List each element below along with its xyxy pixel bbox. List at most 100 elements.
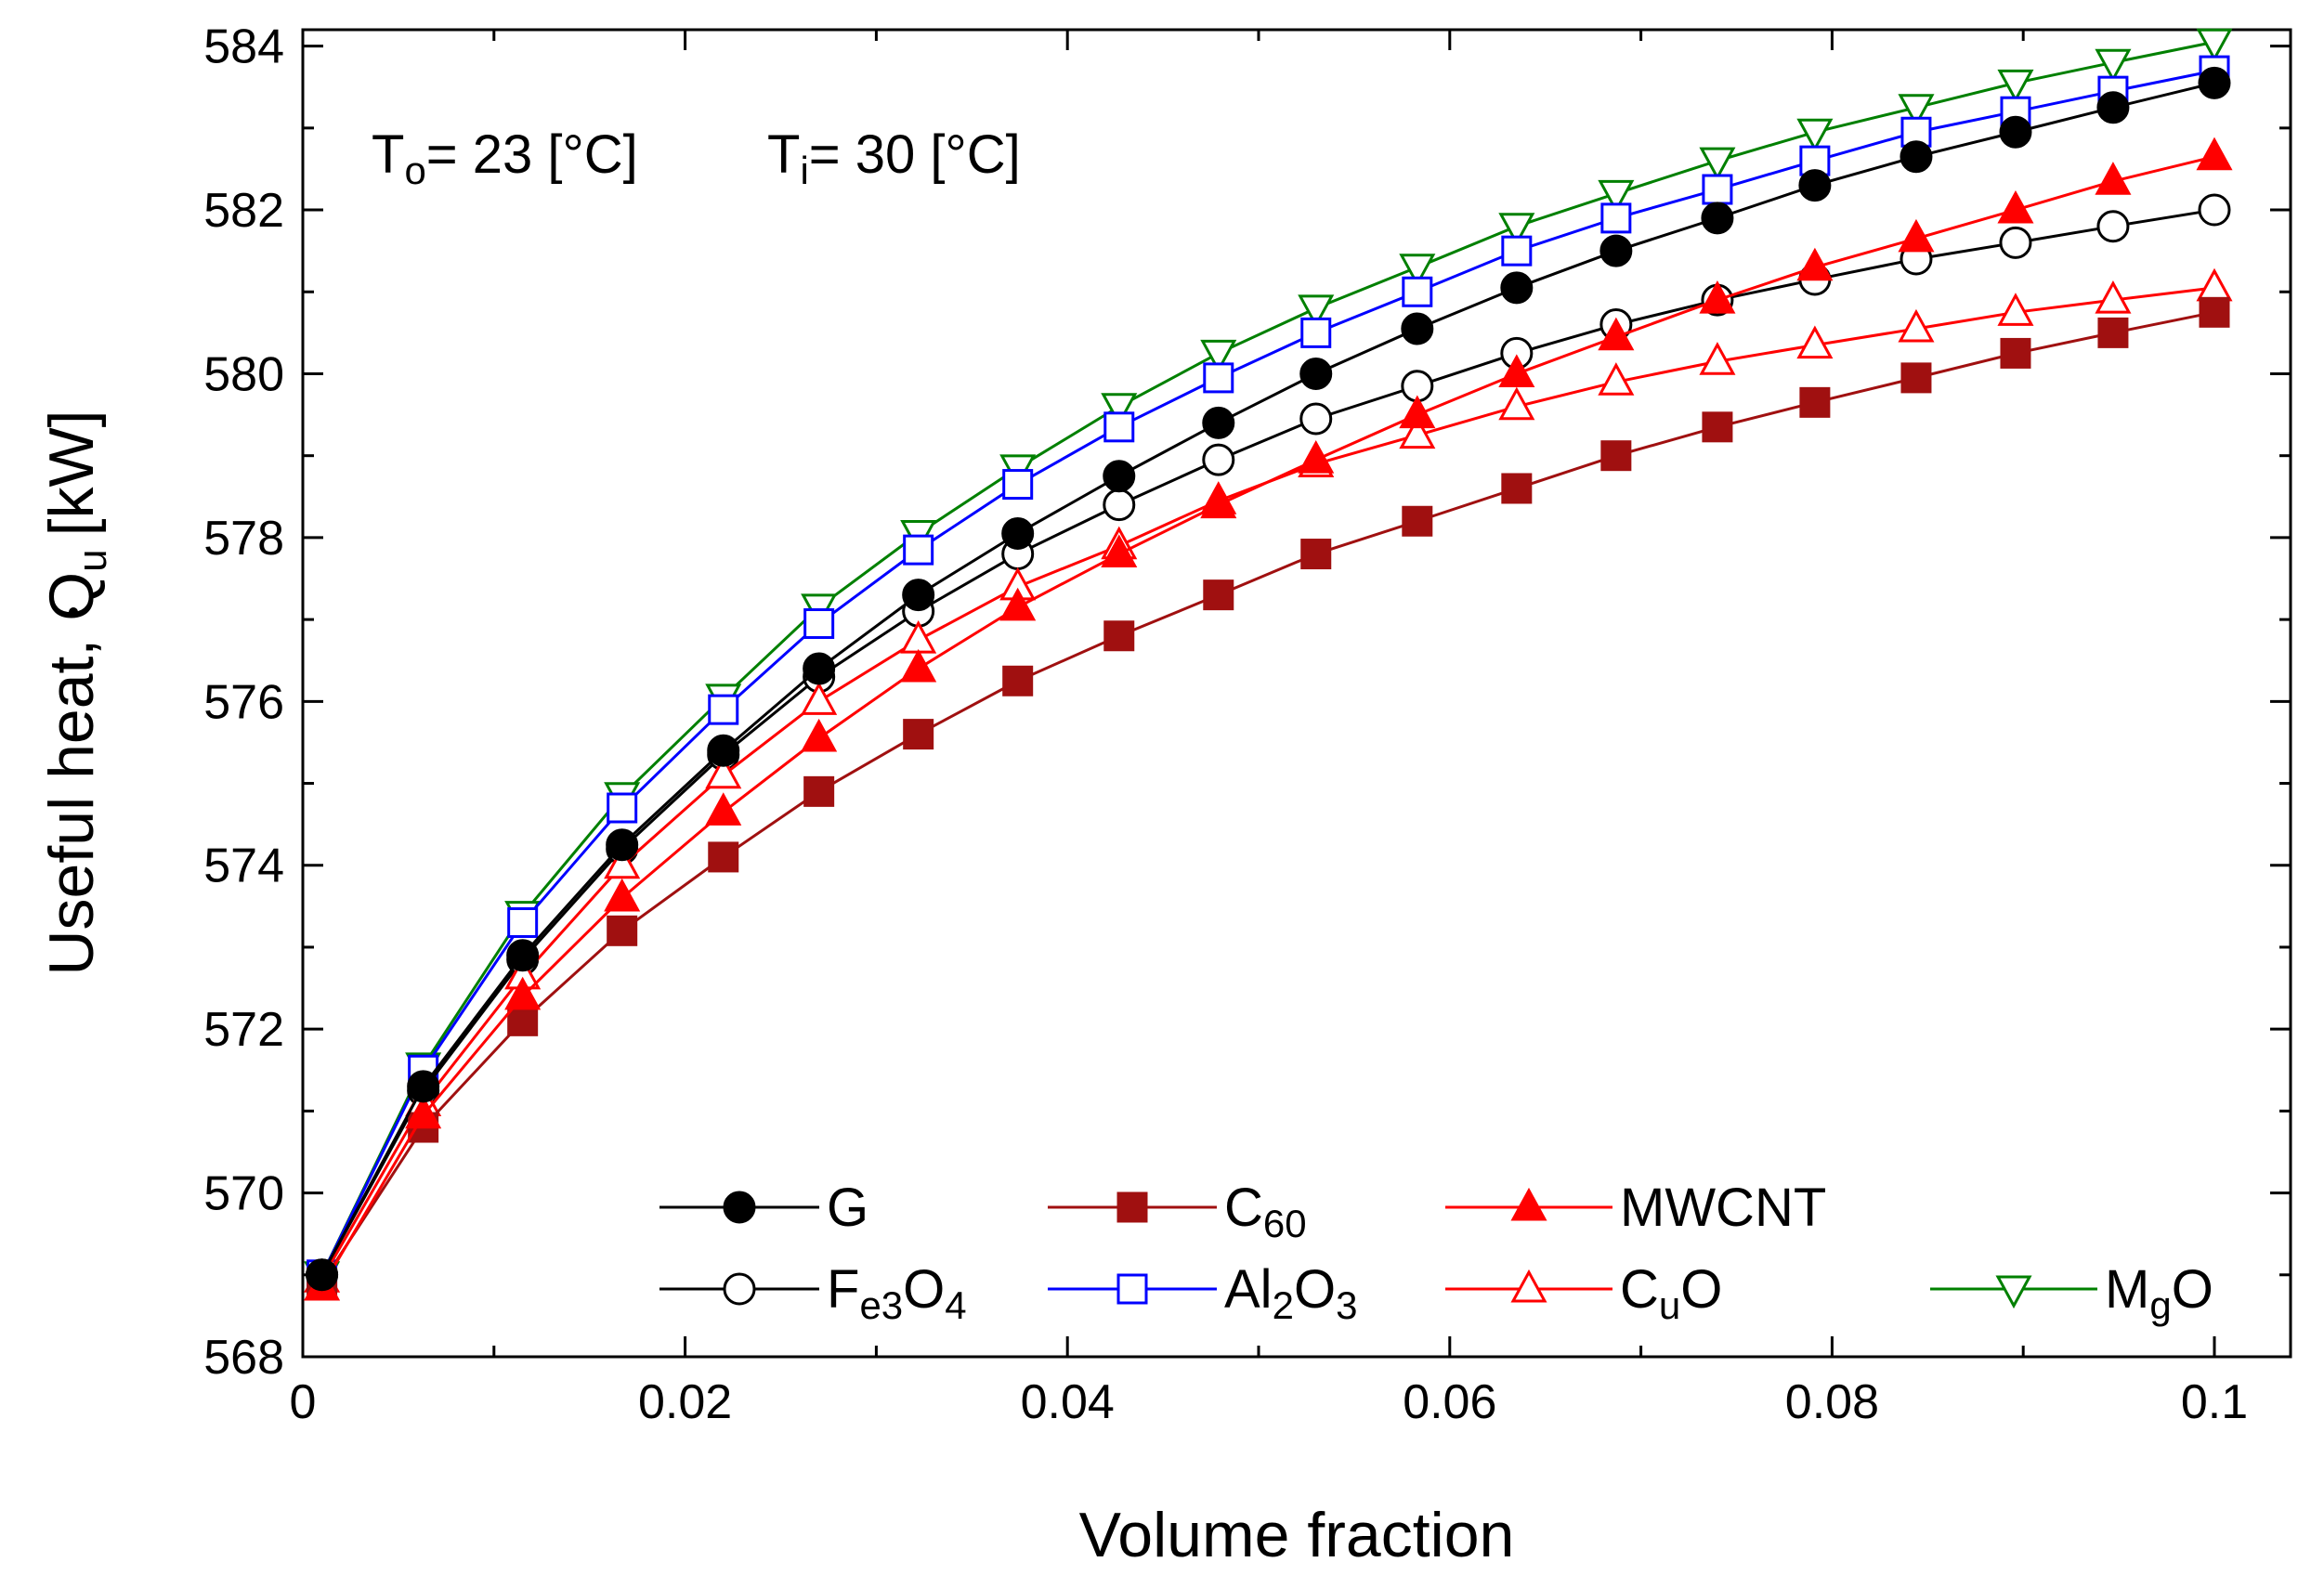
q-dot-icon <box>69 607 78 617</box>
data-point-fe3o4 <box>1299 402 1333 436</box>
data-point-mwcnt <box>1101 534 1138 568</box>
legend-label-sub: 2 <box>1273 1283 1294 1327</box>
legend-label-g: G <box>827 1178 868 1238</box>
legend-marker-c60 <box>1116 1191 1148 1223</box>
data-point-cuo <box>1598 362 1635 396</box>
data-point-mwcnt <box>2095 162 2132 195</box>
data-point-mgo <box>2095 48 2132 83</box>
data-point-c60 <box>607 915 638 946</box>
data-point-g <box>2198 66 2231 99</box>
data-point-mgo <box>1298 294 1335 329</box>
data-point-g <box>306 1258 339 1292</box>
legend-label-c60: C60 <box>1224 1178 1307 1245</box>
y-tick-label: 582 <box>203 184 284 238</box>
data-point-c60 <box>1300 539 1332 570</box>
data-point-c60 <box>2000 337 2031 369</box>
data-point-mgo <box>1997 69 2034 103</box>
data-point-cuo <box>1498 386 1535 421</box>
data-point-cuo <box>900 620 937 654</box>
data-point-mgo <box>1598 179 1635 214</box>
x-axis-title: Volume fraction <box>1079 1500 1515 1570</box>
data-point-c60 <box>1900 362 1932 394</box>
legend-label-sub: u <box>1659 1283 1680 1327</box>
data-point-c60 <box>2097 317 2129 348</box>
data-point-mwcnt <box>801 718 838 752</box>
data-point-al2o3 <box>1300 317 1332 348</box>
data-point-g <box>1798 169 1832 202</box>
y-axis-title: Useful heat, Qu [kW] <box>36 410 115 975</box>
legend-label-sub: 3 <box>1336 1283 1357 1327</box>
series-line-g <box>320 81 2215 1276</box>
data-point-mgo <box>1399 254 1436 287</box>
series-g <box>306 66 2231 1292</box>
legend-marker-cuo <box>1510 1269 1547 1303</box>
series-al2o3 <box>307 55 2230 1291</box>
data-point-mwcnt <box>604 878 641 912</box>
series-cuo <box>304 267 2233 1293</box>
y-tick-label: 576 <box>203 675 284 729</box>
data-point-g <box>1299 357 1333 390</box>
data-point-g <box>1701 202 1734 235</box>
data-point-cuo <box>1997 293 2034 326</box>
legend-label-sub: 4 <box>945 1283 966 1327</box>
data-point-al2o3 <box>1702 174 1733 205</box>
data-point-cuo <box>1699 342 1736 375</box>
series-mwcnt <box>304 137 2233 1301</box>
legend-label-main: O <box>1680 1259 1722 1320</box>
annotation-sub: i <box>800 149 808 192</box>
data-point-c60 <box>1799 386 1831 418</box>
legend-label-al2o3: Al2O3 <box>1224 1259 1357 1327</box>
series-mgo <box>304 28 2233 1295</box>
series-line-c60 <box>320 310 2215 1284</box>
annotation-rest: = 23 [°C] <box>426 124 638 185</box>
annotation-main: T <box>767 124 800 185</box>
y-tick-label: 580 <box>203 347 284 401</box>
data-point-g <box>1103 460 1136 493</box>
annotation-text: To= 23 [°C] <box>372 124 638 192</box>
data-point-g <box>1999 115 2032 149</box>
y-axis-label-sub: u <box>70 549 115 571</box>
legend-item-c60: C60 <box>1048 1178 1307 1245</box>
data-point-g <box>1401 312 1434 345</box>
legend-label-main: Al <box>1224 1259 1273 1320</box>
data-point-mgo <box>1498 213 1535 246</box>
x-tick-label: 0.02 <box>638 1375 732 1429</box>
legend-item-mgo: MgO <box>1930 1259 2213 1327</box>
series-c60 <box>307 296 2230 1299</box>
data-point-g <box>1202 406 1235 439</box>
data-point-g <box>1500 271 1534 305</box>
legend-label-main: F <box>827 1259 859 1320</box>
data-point-g <box>1900 140 1933 174</box>
data-point-g <box>606 828 639 862</box>
legend-label-sub: e3 <box>859 1283 903 1327</box>
data-point-al2o3 <box>507 906 539 938</box>
legend-label-main: C <box>1224 1178 1263 1238</box>
legend-marker-al2o3 <box>1116 1273 1148 1305</box>
data-point-mgo <box>1200 339 1237 373</box>
data-point-al2o3 <box>1002 469 1034 501</box>
series-fe3o4 <box>306 193 2231 1292</box>
data-point-cuo <box>705 755 742 789</box>
data-point-cuo <box>604 845 641 879</box>
data-point-cuo <box>2095 280 2132 314</box>
y-tick-label: 574 <box>203 840 284 893</box>
y-axis-label: Useful heat, Q <box>36 572 107 976</box>
series-line-al2o3 <box>320 69 2215 1276</box>
data-point-g <box>902 579 935 612</box>
legend-item-fe3o4: Fe3O4 <box>659 1259 967 1327</box>
data-point-c60 <box>708 841 739 873</box>
data-point-mwcnt <box>1200 485 1237 519</box>
annotation-main: T <box>372 124 404 185</box>
x-tick-label: 0.06 <box>1403 1375 1496 1429</box>
data-point-mwcnt <box>1498 354 1535 387</box>
data-point-g <box>506 939 540 972</box>
legend-marker-fe3o4 <box>723 1272 756 1306</box>
data-point-cuo <box>1399 415 1436 449</box>
legend-label-sub: g <box>2149 1283 2171 1327</box>
data-point-g <box>803 652 836 685</box>
legend-label-cuo: CuO <box>1620 1259 1722 1327</box>
data-point-cuo <box>801 682 838 715</box>
y-tick-label: 570 <box>203 1167 284 1221</box>
data-point-al2o3 <box>1501 235 1533 267</box>
